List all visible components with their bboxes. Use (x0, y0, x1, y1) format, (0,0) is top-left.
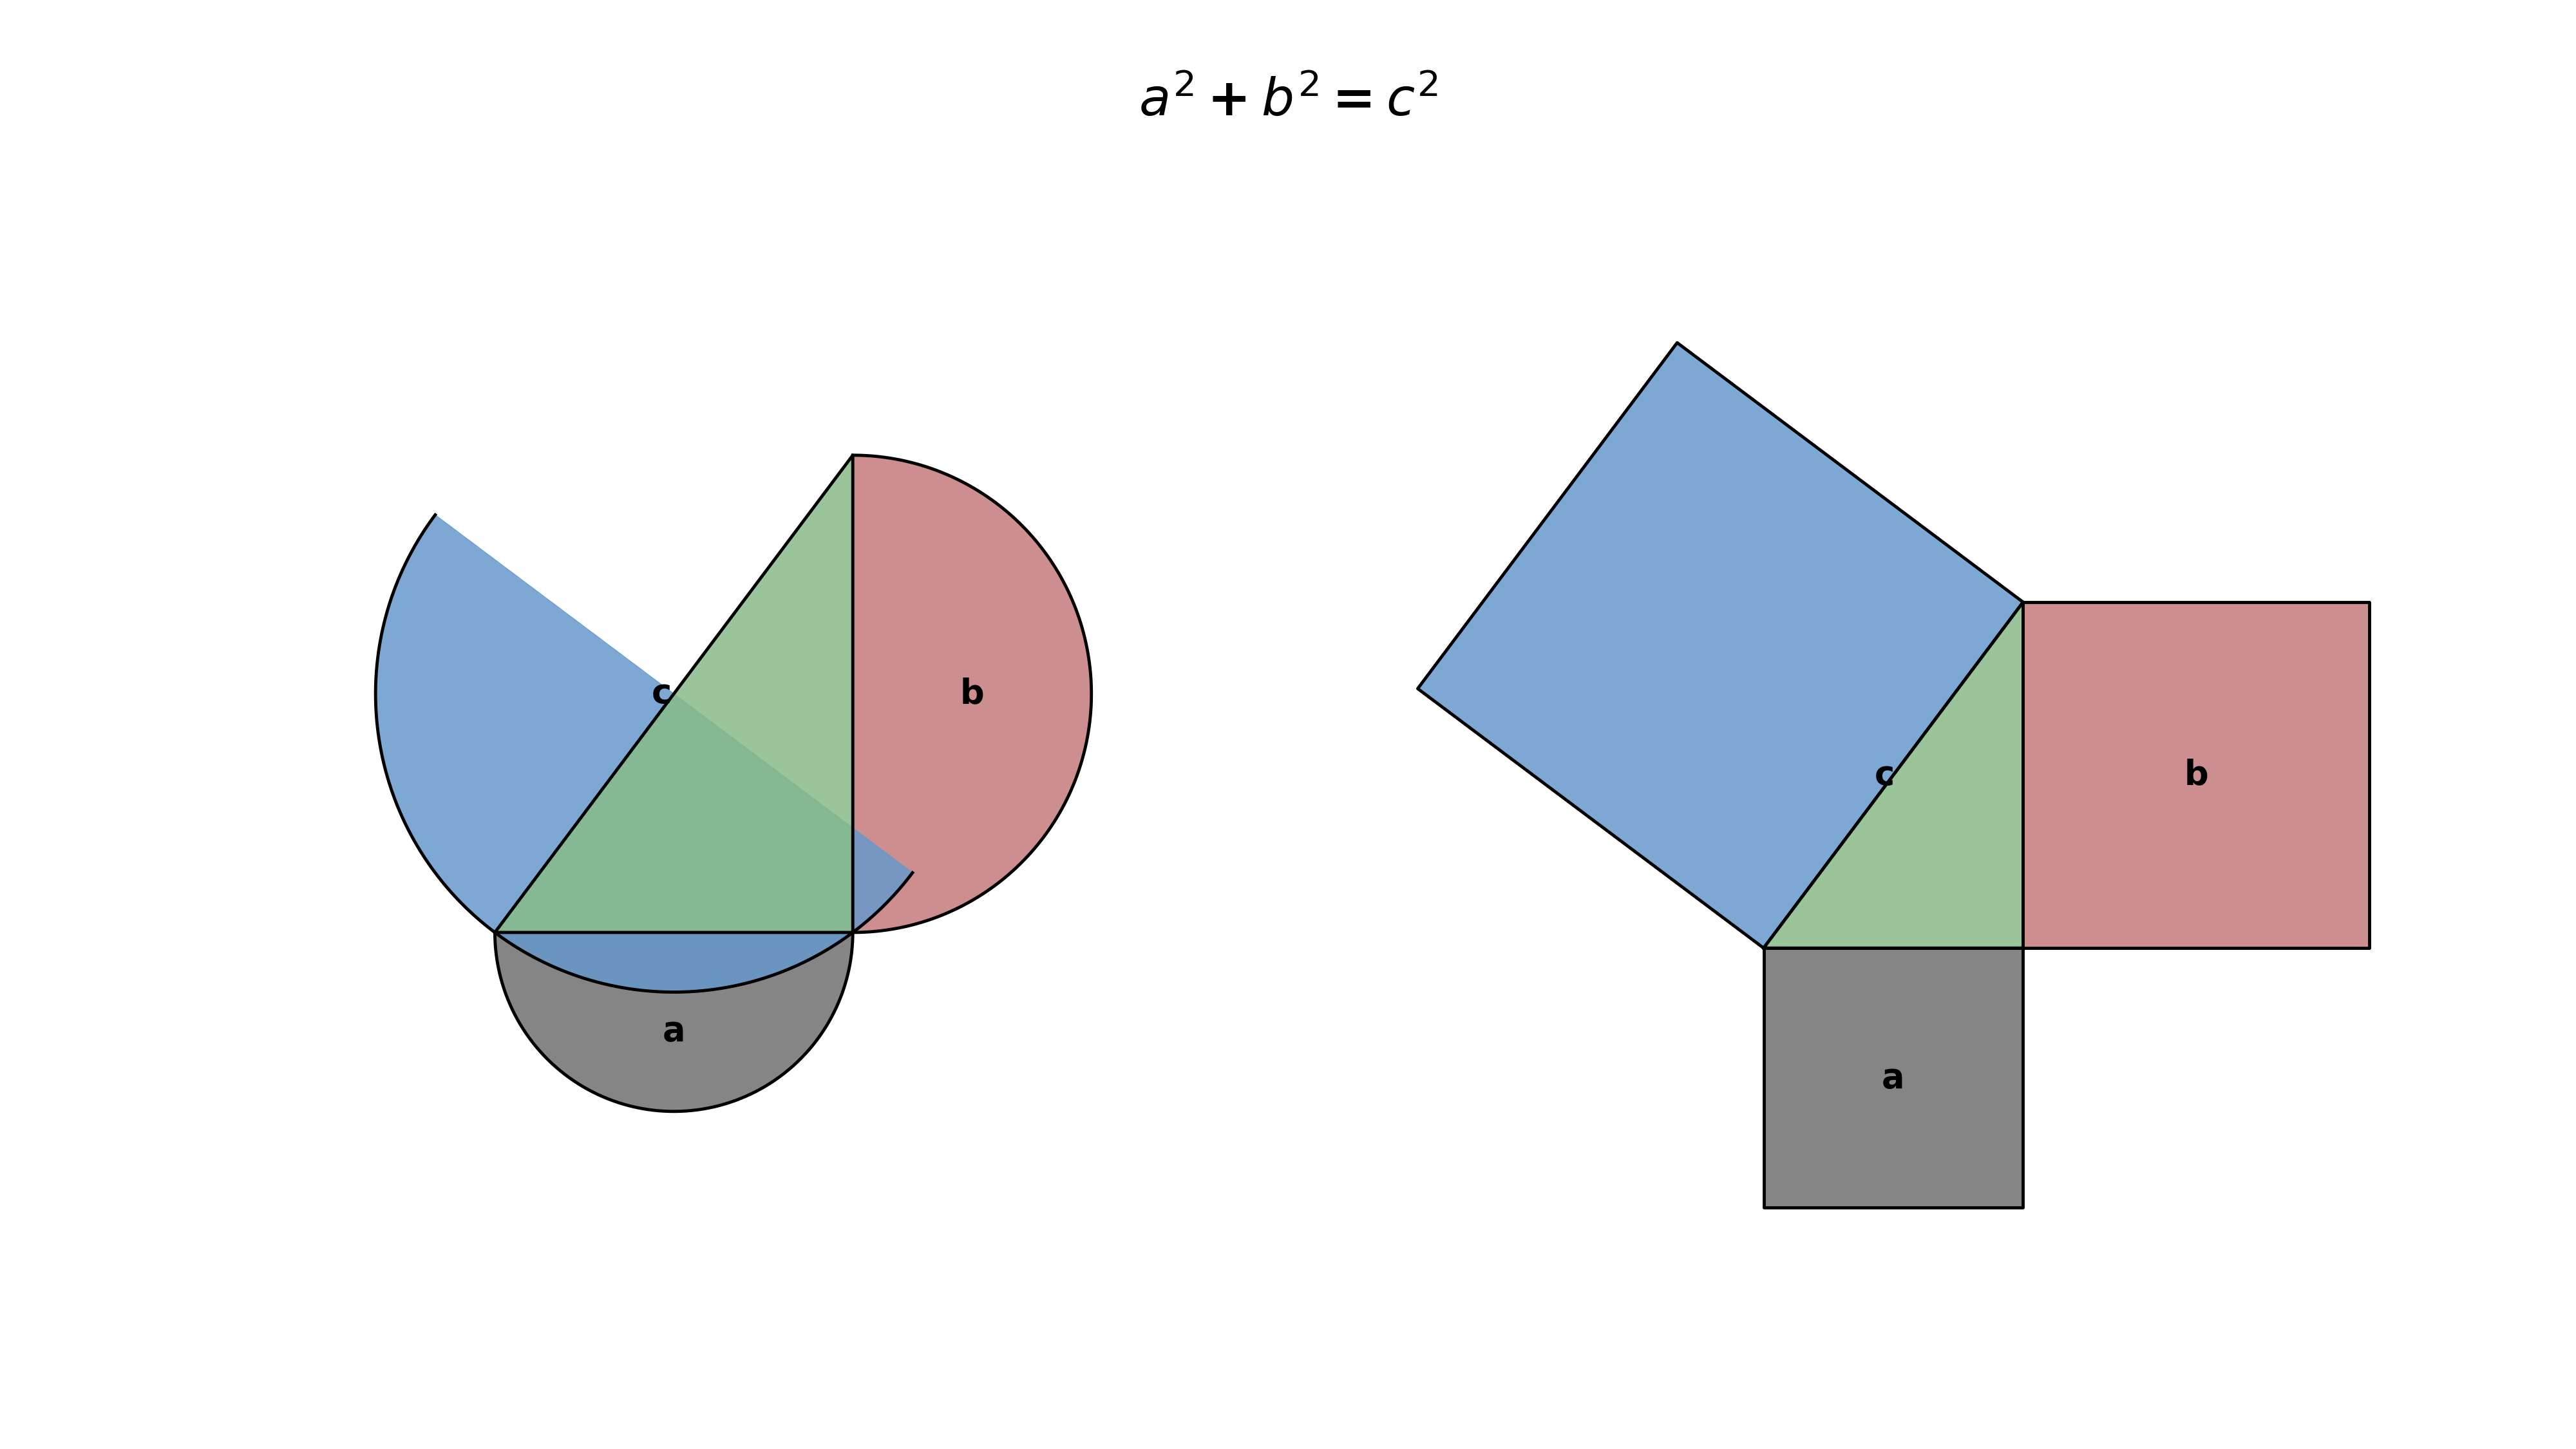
Polygon shape (495, 933, 853, 1111)
Polygon shape (2022, 603, 2370, 948)
Text: a: a (662, 1014, 685, 1048)
Polygon shape (1417, 343, 2022, 948)
Text: b: b (961, 677, 984, 710)
Polygon shape (1765, 948, 2022, 1207)
Text: a: a (1883, 1061, 1904, 1094)
Polygon shape (1765, 603, 2022, 948)
Polygon shape (376, 514, 912, 993)
Text: c: c (1875, 758, 1896, 791)
Polygon shape (853, 455, 1092, 933)
Text: $\boldsymbol{a^2 + b^2 = c^2}$: $\boldsymbol{a^2 + b^2 = c^2}$ (1139, 77, 1437, 126)
Text: b: b (2184, 758, 2208, 791)
Polygon shape (495, 455, 853, 933)
Text: c: c (652, 677, 672, 710)
